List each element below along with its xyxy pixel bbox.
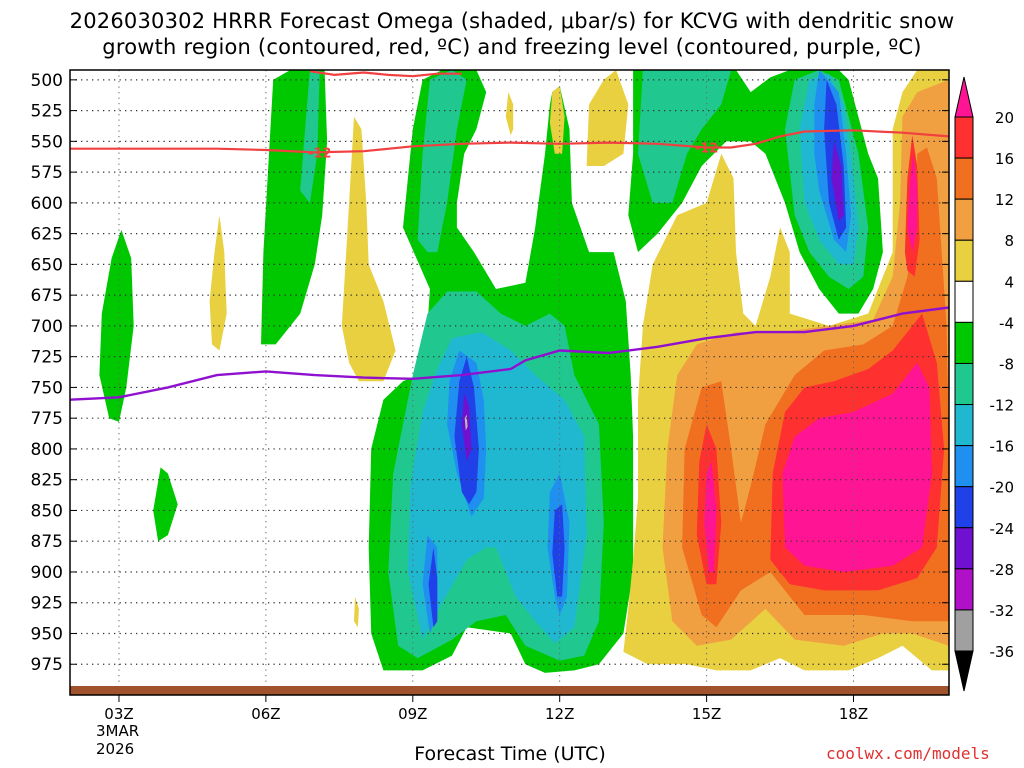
omega-region xyxy=(300,70,320,203)
omega-region xyxy=(354,596,359,628)
omega-region xyxy=(153,467,178,542)
y-tick-label: 900 xyxy=(31,563,63,583)
colorbar-label: -16 xyxy=(990,438,1015,456)
chart-title: 2026030302 HRRR Forecast Omega (shaded, … xyxy=(69,9,955,33)
colorbar-label: -32 xyxy=(990,602,1015,620)
colorbar-swatch xyxy=(954,116,974,159)
colorbar-label: -28 xyxy=(990,561,1015,579)
colorbar-swatch xyxy=(954,404,974,447)
x-tick-label: 18Z xyxy=(839,705,868,723)
plot-frame xyxy=(69,69,950,696)
colorbar-label: 16 xyxy=(995,150,1014,168)
colorbar-label: -24 xyxy=(990,520,1015,538)
x-axis-label: Forecast Time (UTC) xyxy=(414,743,606,765)
y-tick-label: 750 xyxy=(31,378,63,398)
y-tick-label: 775 xyxy=(31,409,63,429)
colorbar-label: -8 xyxy=(999,355,1014,373)
colorbar-label: -20 xyxy=(990,479,1015,497)
omega-region xyxy=(209,215,227,351)
y-tick-label: 575 xyxy=(31,163,63,183)
x-tick-label: 03Z xyxy=(104,705,133,723)
y-tick-label: 500 xyxy=(31,71,63,91)
colorbar-label: 4 xyxy=(1004,273,1014,291)
y-tick-label: 675 xyxy=(31,286,63,306)
y-tick-label: 525 xyxy=(31,102,63,122)
y-tick-label: 825 xyxy=(31,471,63,491)
x-tick-label: 06Z xyxy=(251,705,280,723)
colorbar-cap-bottom xyxy=(954,650,974,692)
colorbar-label: -36 xyxy=(990,643,1015,661)
freezing-level-line xyxy=(70,306,949,401)
colorbar-label: 20 xyxy=(995,109,1014,127)
colorbar-swatch xyxy=(954,280,974,323)
y-tick-label: 800 xyxy=(31,440,63,460)
colorbar-swatch xyxy=(954,239,974,282)
colorbar-label: 8 xyxy=(1004,232,1014,250)
omega-region xyxy=(99,229,134,422)
x-tick-label: 09Z xyxy=(398,705,427,723)
colorbar-label: -12 xyxy=(990,397,1015,415)
dgz-upper-contour-line xyxy=(309,70,462,78)
omega-region xyxy=(428,547,438,628)
site-credit: coolwx.com/models xyxy=(826,744,990,763)
omega-region xyxy=(638,70,732,203)
y-tick-label: 550 xyxy=(31,132,63,152)
omega-region xyxy=(549,86,565,154)
colorbar-swatch xyxy=(954,486,974,529)
colorbar-label: 12 xyxy=(995,191,1014,209)
omega-region xyxy=(782,362,932,572)
y-tick-label: 700 xyxy=(31,317,63,337)
omega-region xyxy=(552,504,565,597)
omega-region xyxy=(505,92,514,136)
colorbar-swatch xyxy=(954,321,974,364)
y-tick-label: 600 xyxy=(31,194,63,214)
omega-region xyxy=(831,141,844,222)
colorbar-swatch xyxy=(954,362,974,406)
y-tick-label: 950 xyxy=(31,624,63,644)
colorbar-swatch xyxy=(954,527,974,570)
x-tick-label: 12Z xyxy=(545,705,574,723)
date-label: 3MAR 2026 xyxy=(96,722,139,758)
date-label-year: 2026 xyxy=(96,740,135,758)
chart-subtitle: growth region (contoured, red, ºC) and f… xyxy=(102,35,922,59)
colorbar-label: -4 xyxy=(999,314,1014,332)
colorbar-swatch xyxy=(954,198,974,241)
omega-region xyxy=(704,461,717,572)
y-tick-label: 925 xyxy=(31,594,63,614)
dgz-contour-label: -12 xyxy=(695,142,719,157)
ground-strip xyxy=(70,686,949,695)
y-tick-label: 975 xyxy=(31,655,63,675)
y-tick-label: 625 xyxy=(31,225,63,245)
x-tick-label: 15Z xyxy=(692,705,721,723)
y-tick-label: 850 xyxy=(31,501,63,521)
omega-region xyxy=(341,116,396,382)
colorbar-swatch xyxy=(954,157,974,200)
y-tick-label: 875 xyxy=(31,532,63,552)
colorbar-swatch xyxy=(954,609,974,652)
dgz-contour-line xyxy=(70,129,949,154)
y-tick-label: 650 xyxy=(31,255,63,275)
date-label-day: 3MAR xyxy=(96,722,140,740)
omega-region xyxy=(417,70,467,253)
colorbar-swatch xyxy=(954,445,974,488)
y-tick-label: 725 xyxy=(31,348,63,368)
dgz-contour-label: -12 xyxy=(308,146,332,161)
colorbar-cap-top xyxy=(954,76,974,118)
colorbar-swatch xyxy=(954,568,974,611)
